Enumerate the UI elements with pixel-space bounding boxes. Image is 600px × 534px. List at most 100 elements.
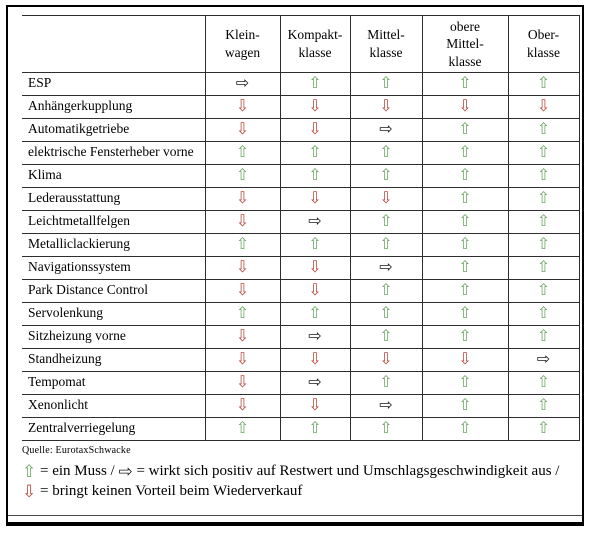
value-cell: ⇧ <box>507 394 580 418</box>
table-row: Lederausstattung ⇩ ⇩ ⇩ ⇧ ⇧ <box>22 187 580 211</box>
row-label: Automatikgetriebe <box>22 118 206 142</box>
value-cell: ⇩ <box>204 371 281 395</box>
value-cell: ⇧ <box>421 279 509 303</box>
legend-line-1: ⇧ = ein Muss / ⇨ = wirkt sich positiv au… <box>22 461 570 481</box>
value-cell: ⇧ <box>421 302 509 326</box>
arrow-up-icon: ⇧ <box>379 303 393 322</box>
value-cell: ⇧ <box>507 417 580 441</box>
arrow-down-icon: ⇩ <box>308 280 322 299</box>
arrow-down-icon: ⇩ <box>235 96 250 115</box>
arrow-down-icon: ⇩ <box>308 119 322 138</box>
arrow-up-icon: ⇧ <box>536 165 551 184</box>
value-cell: ⇩ <box>507 95 580 119</box>
arrow-down-icon: ⇩ <box>235 349 250 368</box>
value-cell: ⇩ <box>204 118 281 142</box>
value-cell: ⇧ <box>349 72 423 96</box>
row-label: Park Distance Control <box>22 279 206 303</box>
arrow-up-icon: ⇧ <box>536 303 551 322</box>
equipment-value-table: Klein- wagen Kompakt- klasse Mittel- klass… <box>22 15 580 441</box>
value-cell: ⇧ <box>204 233 281 257</box>
value-cell: ⇨ <box>349 118 423 142</box>
value-cell: ⇧ <box>279 72 351 96</box>
arrow-up-icon: ⇧ <box>235 303 250 322</box>
arrow-down-icon: ⇩ <box>536 96 551 115</box>
arrow-right-icon: ⇨ <box>308 372 322 391</box>
value-cell: ⇨ <box>349 394 423 418</box>
value-cell: ⇨ <box>204 72 281 96</box>
value-cell: ⇩ <box>204 256 281 280</box>
arrow-up-icon: ⇧ <box>379 142 393 161</box>
arrow-right-icon: ⇨ <box>235 73 250 92</box>
value-cell: ⇧ <box>421 210 509 234</box>
table-row: Klima ⇧ ⇧ ⇧ ⇧ ⇧ <box>22 164 580 188</box>
value-cell: ⇧ <box>349 279 423 303</box>
arrow-down-icon: ⇩ <box>308 395 322 414</box>
table-row: ESP ⇨ ⇧ ⇧ ⇧ ⇧ <box>22 72 580 96</box>
arrow-up-icon: ⇧ <box>536 326 551 345</box>
legend-down-label: = bringt keinen Vorteil beim Wiederverka… <box>40 483 303 500</box>
arrow-up-icon: ⇧ <box>536 234 551 253</box>
value-cell: ⇩ <box>204 325 281 349</box>
arrow-up-icon: ⇧ <box>458 73 472 92</box>
arrow-up-icon: ⇧ <box>379 165 393 184</box>
table-row: Servolenkung ⇧ ⇧ ⇧ ⇧ ⇧ <box>22 302 580 326</box>
value-cell: ⇩ <box>204 279 281 303</box>
arrow-up-icon: ⇧ <box>308 73 322 92</box>
value-cell: ⇧ <box>421 164 509 188</box>
value-cell: ⇨ <box>279 371 351 395</box>
arrow-down-icon: ⇩ <box>235 188 250 207</box>
value-cell: ⇧ <box>279 233 351 257</box>
value-cell: ⇧ <box>507 141 580 165</box>
arrow-right-icon: ⇨ <box>379 257 393 276</box>
row-label: Lederausstattung <box>22 187 206 211</box>
arrow-up-icon: ⇧ <box>458 257 472 276</box>
arrow-up-icon: ⇧ <box>379 211 393 230</box>
arrow-up-icon: ⇧ <box>536 257 551 276</box>
value-cell: ⇧ <box>507 279 580 303</box>
value-cell: ⇩ <box>279 256 351 280</box>
arrow-down-icon: ⇩ <box>235 280 250 299</box>
row-label: Standheizung <box>22 348 206 372</box>
table-row: Metalliclackierung ⇧ ⇧ ⇧ ⇧ ⇧ <box>22 233 580 257</box>
value-cell: ⇧ <box>507 164 580 188</box>
value-cell: ⇧ <box>507 325 580 349</box>
arrow-down-icon: ⇩ <box>235 395 250 414</box>
arrow-right-icon: ⇨ <box>308 211 322 230</box>
arrow-right-icon: ⇨ <box>308 326 322 345</box>
value-cell: ⇧ <box>507 210 580 234</box>
arrow-right-icon: ⇨ <box>118 462 133 482</box>
value-cell: ⇧ <box>349 164 423 188</box>
value-cell: ⇩ <box>204 187 281 211</box>
arrow-up-icon: ⇧ <box>536 211 551 230</box>
arrow-up-icon: ⇧ <box>536 142 551 161</box>
table-row: Tempomat ⇩ ⇨ ⇧ ⇧ ⇧ <box>22 371 580 395</box>
arrow-down-icon: ⇩ <box>235 326 250 345</box>
value-cell: ⇧ <box>349 233 423 257</box>
arrow-up-icon: ⇧ <box>536 280 551 299</box>
value-cell: ⇧ <box>421 233 509 257</box>
arrow-down-icon: ⇩ <box>308 188 322 207</box>
row-label: Tempomat <box>22 371 206 395</box>
arrow-down-icon: ⇩ <box>235 372 250 391</box>
value-cell: ⇧ <box>204 164 281 188</box>
value-cell: ⇧ <box>204 141 281 165</box>
arrow-up-icon: ⇧ <box>458 372 472 391</box>
header-row: Klein- wagen Kompakt- klasse Mittel- klass… <box>22 15 580 73</box>
arrow-down-icon: ⇩ <box>379 96 393 115</box>
arrow-down-icon: ⇩ <box>308 257 322 276</box>
arrow-up-icon: ⇧ <box>536 418 551 437</box>
value-cell: ⇩ <box>204 210 281 234</box>
arrow-up-icon: ⇧ <box>458 211 472 230</box>
outer-frame: Klein- wagen Kompakt- klasse Mittel- klass… <box>6 5 584 526</box>
value-cell: ⇧ <box>421 118 509 142</box>
arrow-down-icon: ⇩ <box>379 349 393 368</box>
value-cell: ⇧ <box>279 417 351 441</box>
arrow-right-icon: ⇨ <box>379 395 393 414</box>
bottom-rule <box>8 515 582 516</box>
arrow-down-icon: ⇩ <box>379 188 393 207</box>
arrow-up-icon: ⇧ <box>235 418 250 437</box>
row-label: Klima <box>22 164 206 188</box>
arrow-up-icon: ⇧ <box>458 280 472 299</box>
value-cell: ⇩ <box>349 348 423 372</box>
value-cell: ⇧ <box>507 256 580 280</box>
